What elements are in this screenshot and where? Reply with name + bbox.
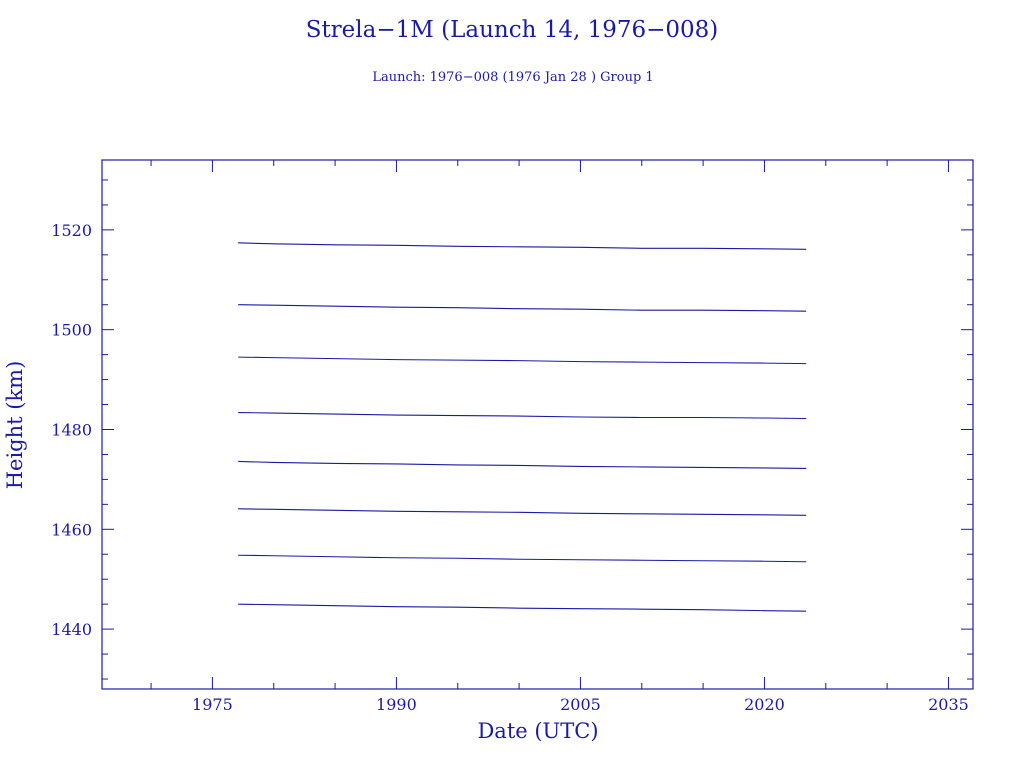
axis-ticks [102,160,973,689]
series-line [238,304,807,312]
series-line [238,411,807,420]
series-line [238,508,807,516]
y-tick-label: 1500 [51,321,92,340]
series-layer [238,242,807,612]
x-tick-label: 2035 [928,695,969,714]
x-tick-label: 2020 [744,695,785,714]
x-tick-label: 2005 [560,695,601,714]
y-tick-label: 1520 [51,221,92,240]
y-tick-labels: 1440 1460 1480 1500 1520 [51,221,92,639]
y-tick-label: 1440 [51,620,92,639]
chart-subtitle: Launch: 1976−008 (1976 Jan 28 ) Group 1 [372,70,653,85]
x-tick-label: 1975 [192,695,233,714]
x-tick-label: 1990 [376,695,417,714]
chart-title: Strela−1M (Launch 14, 1976−008) [306,17,719,43]
y-axis-label: Height (km) [3,361,27,490]
series-line [238,242,807,250]
series-line [238,356,807,365]
plot-frame [101,159,974,690]
series-line [238,603,807,612]
y-tick-label: 1460 [51,520,92,539]
x-axis-label: Date (UTC) [477,719,598,743]
y-tick-label: 1480 [51,420,92,439]
series-line [238,554,807,563]
series-line [238,460,807,469]
x-tick-labels: 1975 1990 2005 2020 2035 [192,695,969,714]
